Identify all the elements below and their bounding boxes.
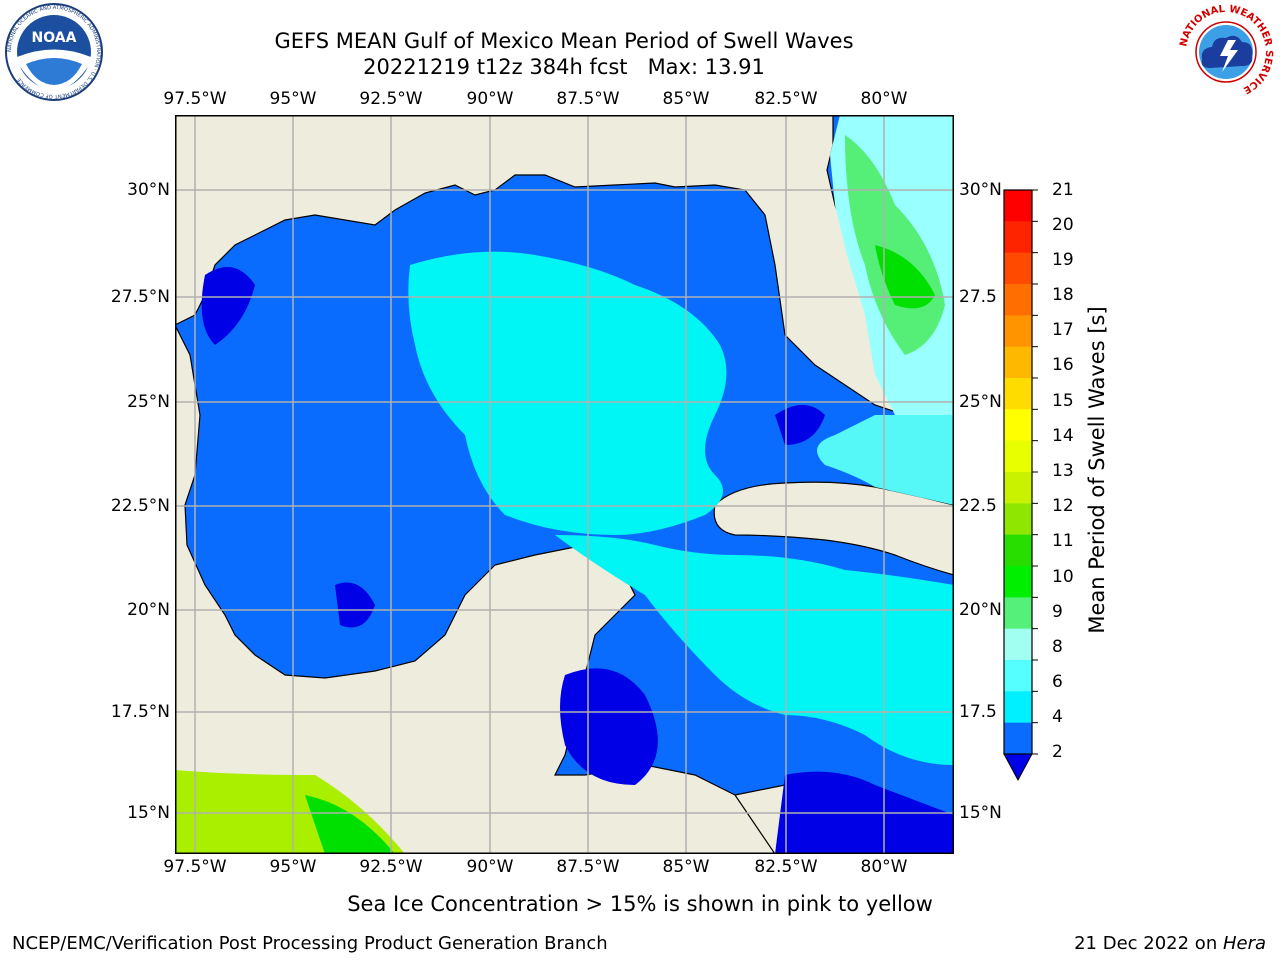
map-title: GEFS MEAN Gulf of Mexico Mean Period of … [274,29,854,53]
colorbar-tick: 13 [1052,461,1074,481]
lat-tick-left: 17.5°N [110,702,170,722]
colorbar-tick: 16 [1052,355,1074,375]
lon-tick-bottom: 87.5°W [556,857,620,877]
colorbar-tick: 21 [1052,180,1074,200]
lon-tick-bottom: 85°W [662,857,710,877]
lon-tick-top: 85°W [662,89,710,109]
lat-tick-right: 15°N [959,803,1002,823]
lon-tick-bottom: 95°W [269,857,317,877]
noaa-text: NOAA [32,30,77,46]
footer-machine: Hera [1222,933,1266,954]
colorbar-segment [1004,378,1032,410]
colorbar-tick: 19 [1052,250,1074,270]
colorbar-tick: 2 [1052,742,1063,762]
colorbar-segment [1004,628,1032,661]
lat-tick-right: 27.5 [959,287,997,307]
colorbar-segment [1004,472,1032,504]
map-subtitle: 20221219 t12z 384h fcst Max: 13.91 [363,55,765,79]
lat-tick-left: 15°N [127,803,170,823]
colorbar-segment [1004,691,1032,724]
lat-tick-right: 22.5 [959,496,997,516]
colorbar-extend-arrow [1003,753,1033,782]
colorbar-tick: 11 [1052,531,1074,551]
colorbar-segment [1004,346,1032,379]
lat-tick-left: 20°N [127,600,170,620]
wave-field-below-2-nw [201,267,255,345]
lon-tick-top: 90°W [466,89,514,109]
colorbar-segment [1004,597,1032,630]
colorbar-segment [1004,284,1032,316]
lon-tick-bottom: 97.5°W [163,857,227,877]
colorbar-segment [1004,503,1032,536]
colorbar-tick: 14 [1052,426,1074,446]
colorbar-tick: 15 [1052,391,1074,411]
colorbar-tick: 6 [1052,672,1063,692]
lon-tick-top: 80°W [860,89,908,109]
ice-note: Sea Ice Concentration > 15% is shown in … [347,892,933,916]
lon-tick-bottom: 90°W [466,857,514,877]
colorbar-tick: 20 [1052,215,1074,235]
wave-field-4-6 [408,251,727,535]
lat-tick-left: 30°N [127,180,170,200]
lon-tick-top: 95°W [269,89,317,109]
colorbar-segment [1004,534,1032,567]
wave-field-below-2-caribbean [560,668,658,785]
colorbar-segment [1004,722,1032,755]
wave-field-4-6-south [555,535,954,765]
noaa-logo: NOAA NATIONAL OCEANIC AND ATMOSPHERIC AD… [4,2,104,102]
colorbar-segment [1004,660,1032,692]
lat-tick-right: 17.5 [959,702,997,722]
gulf-map [174,114,955,855]
colorbar-segment [1004,315,1032,348]
lat-tick-right: 20°N [959,600,1002,620]
nws-logo: NATIONAL WEATHER SERVICE [1176,2,1276,102]
colorbar-segment [1004,440,1032,473]
lon-tick-top: 82.5°W [754,89,818,109]
map-gridlines [175,115,954,854]
colorbar-tick: 18 [1052,285,1074,305]
colorbar-segment [1004,221,1032,254]
colorbar-segment [1004,566,1032,598]
colorbar-tick: 12 [1052,496,1074,516]
lat-tick-right: 30°N [959,180,1002,200]
colorbar-tick: 8 [1052,637,1063,657]
lon-tick-top: 87.5°W [556,89,620,109]
lon-tick-top: 92.5°W [359,89,423,109]
wave-field-6-8 [817,415,954,505]
lat-tick-left: 25°N [127,392,170,412]
footer-date: 21 Dec 2022 on Hera [1074,933,1266,954]
lat-tick-left: 22.5°N [110,496,170,516]
colorbar-tick: 4 [1052,707,1063,727]
footer-credit: NCEP/EMC/Verification Post Processing Pr… [12,933,608,954]
colorbar-tick: 10 [1052,567,1074,587]
lat-tick-left: 27.5°N [110,287,170,307]
colorbar-label: Mean Period of Swell Waves [s] [1085,306,1109,634]
colorbar [1000,186,1040,786]
lat-tick-right: 25°N [959,392,1002,412]
colorbar-segment [1004,409,1032,442]
lon-tick-bottom: 92.5°W [359,857,423,877]
lon-tick-bottom: 80°W [860,857,908,877]
lon-tick-top: 97.5°W [163,89,227,109]
lon-tick-bottom: 82.5°W [754,857,818,877]
wave-field-10-11 [875,245,935,309]
footer-date-text: 21 Dec 2022 on [1074,933,1223,954]
colorbar-segment [1004,252,1032,285]
colorbar-segment [1004,190,1032,222]
colorbar-tick: 17 [1052,320,1074,340]
colorbar-tick: 9 [1052,602,1063,622]
